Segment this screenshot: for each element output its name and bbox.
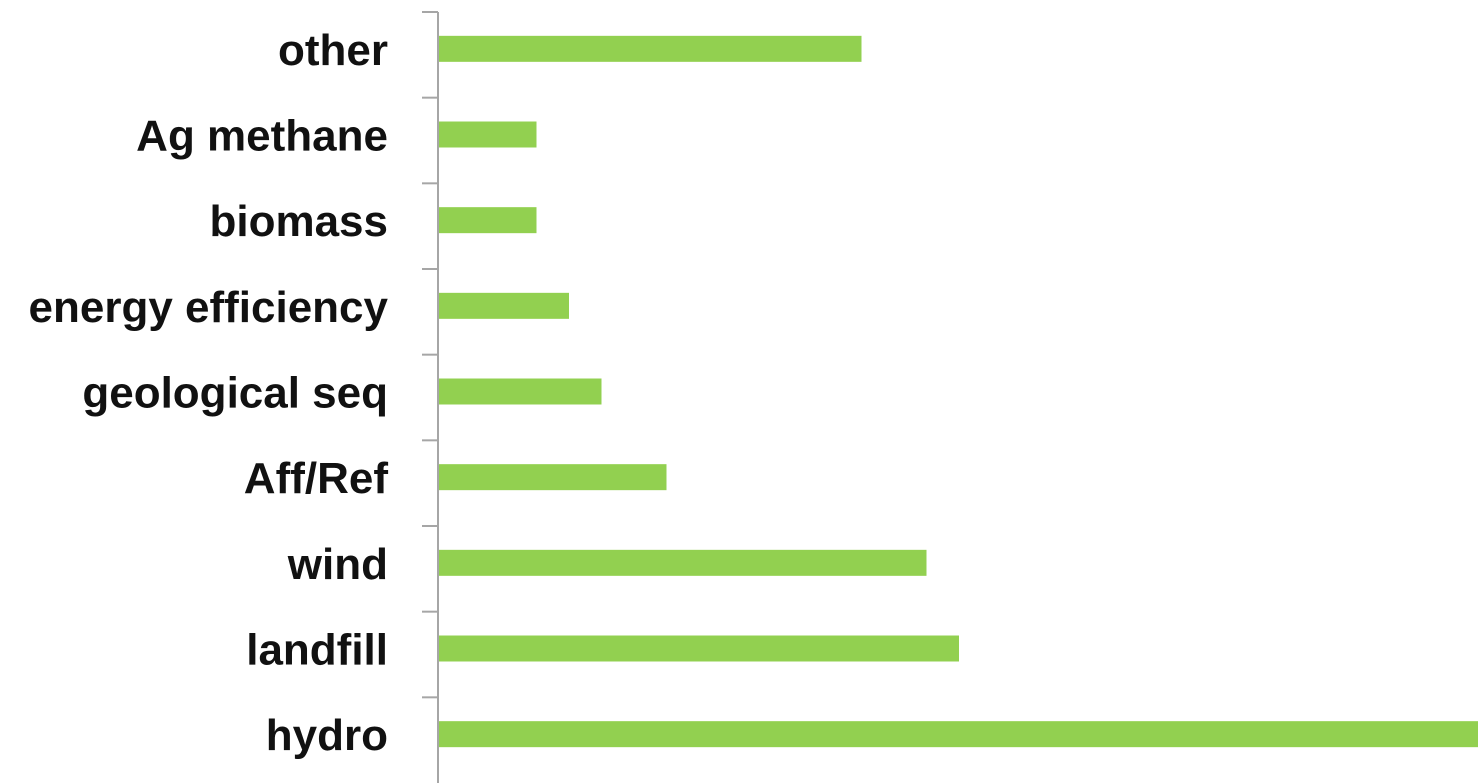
y-tick-label: hydro [266, 711, 388, 760]
bar-aff-ref [439, 464, 667, 491]
y-tick-label: geological seq [82, 369, 388, 418]
bar-energy-efficiency [439, 292, 569, 319]
bar-hydro [439, 721, 1478, 748]
bar-biomass [439, 207, 537, 234]
y-axis-ticks [422, 11, 438, 699]
y-tick-label: landfill [246, 626, 388, 675]
y-tick-label: energy efficiency [29, 283, 389, 332]
bar-other [439, 35, 862, 62]
bars [439, 35, 1478, 748]
y-tick-label: wind [287, 540, 388, 589]
bar-ag-methane [439, 121, 537, 148]
y-tick-label: Aff/Ref [244, 454, 389, 503]
y-tick-label: other [278, 26, 388, 75]
bar-wind [439, 549, 927, 576]
y-tick-label: biomass [209, 197, 388, 246]
y-tick-label: Ag methane [136, 112, 388, 161]
y-axis-tick-labels: other Ag methane biomass energy efficiency g… [29, 26, 389, 760]
bar-geological-seq [439, 378, 602, 405]
bar-landfill [439, 635, 959, 662]
